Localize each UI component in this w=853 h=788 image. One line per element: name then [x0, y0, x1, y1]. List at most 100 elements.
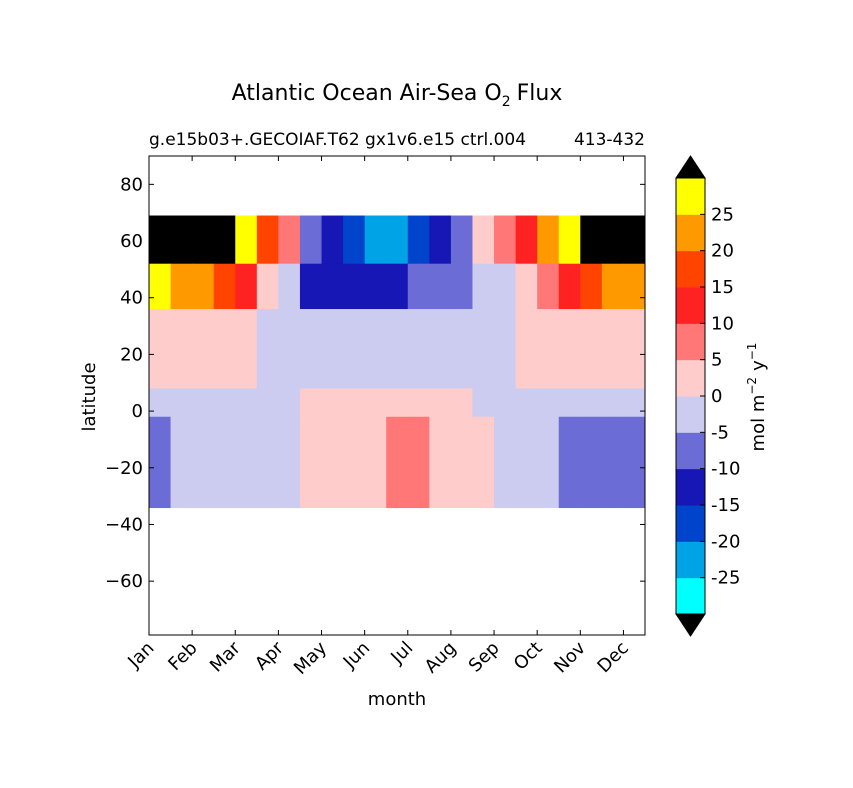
- field-cell-equator: [494, 388, 517, 418]
- colorbar-segment: [676, 178, 705, 215]
- field-cell-north-mid-lat: [364, 263, 387, 310]
- colorbar-tick-label: 0: [711, 386, 722, 407]
- colorbar-segment: [676, 250, 705, 288]
- field-cell-south-tropics: [149, 416, 172, 509]
- field-cell-north-high-lat: [170, 215, 193, 265]
- colorbar-segment: [676, 359, 705, 397]
- colorbar-segment: [676, 214, 705, 252]
- field-cell-south-tropics: [623, 416, 645, 509]
- field-cell-subtropical-north: [450, 309, 474, 390]
- colorbar-segment: [676, 577, 705, 615]
- field-cell-north-mid-lat: [580, 263, 603, 310]
- chart-subtitle-left: g.e15b03+.GECOIAF.T62 gx1v6.e15 ctrl.004: [149, 130, 526, 150]
- field-cell-north-high-lat: [580, 215, 603, 265]
- field-cell-north-high-lat: [299, 215, 323, 265]
- field-cell-south-tropics: [213, 416, 236, 509]
- field-cell-subtropical-north: [149, 309, 172, 390]
- field-cell-south-tropics: [278, 416, 301, 509]
- field-cell-north-high-lat: [407, 215, 430, 265]
- field-cell-subtropical-north: [580, 309, 603, 390]
- field-cell-north-mid-lat: [386, 263, 409, 310]
- field-cell-north-high-lat: [364, 215, 387, 265]
- field-cell-north-mid-lat: [192, 263, 215, 310]
- plot-frame: [148, 155, 646, 636]
- y-tick-label: 40: [120, 288, 143, 309]
- field-cell-equator: [149, 388, 172, 418]
- field-cell-north-mid-lat: [235, 263, 258, 310]
- field-cell-south-tropics: [450, 416, 474, 509]
- field-cell-north-mid-lat: [343, 263, 366, 310]
- field-cell-north-mid-lat: [601, 263, 625, 310]
- colorbar-segment: [676, 396, 705, 433]
- field-cell-south-tropics: [386, 416, 409, 509]
- field-cell-south-tropics: [299, 416, 323, 509]
- field-cell-equator: [386, 388, 409, 418]
- x-tick-label: Feb: [164, 638, 201, 675]
- y-axis: 80 60 40 20 0 −20 −40 −60: [105, 174, 645, 592]
- field-cell-north-high-lat: [494, 215, 517, 265]
- field-cell-north-high-lat: [386, 215, 409, 265]
- field-cell-south-tropics: [429, 416, 452, 509]
- field-cell-north-mid-lat: [278, 263, 301, 310]
- field-cell-equator: [170, 388, 193, 418]
- field-cell-north-mid-lat: [450, 263, 474, 310]
- colorbar-segment: [676, 505, 705, 542]
- field-cell-equator: [321, 388, 344, 418]
- y-tick-label: −20: [105, 458, 143, 479]
- field-cell-south-tropics: [343, 416, 366, 509]
- field-cell-subtropical-north: [192, 309, 215, 390]
- y-tick-label: 60: [120, 231, 143, 252]
- x-axis-label: month: [368, 689, 426, 710]
- colorbar: -25 -20 -15 -10 -5 0 5 10 15 20 25: [675, 155, 740, 637]
- field-cell-south-tropics: [601, 416, 625, 509]
- field-cell-subtropical-north: [537, 309, 560, 390]
- field-cell-north-mid-lat: [515, 263, 538, 310]
- y-tick-label: −40: [105, 514, 143, 535]
- field-cell-subtropical-north: [170, 309, 193, 390]
- field-cell-north-high-lat: [450, 215, 474, 265]
- field-cell-equator: [558, 388, 581, 418]
- field-cell-equator: [299, 388, 323, 418]
- field-cell-north-high-lat: [343, 215, 366, 265]
- colorbar-tick-label: -20: [711, 531, 740, 552]
- field-cell-subtropical-north: [256, 309, 279, 390]
- field-cell-north-high-lat: [537, 215, 560, 265]
- contour-field: [149, 215, 645, 509]
- x-tick-label: Sep: [465, 638, 504, 677]
- colorbar-extend-low: [675, 613, 706, 637]
- field-cell-north-high-lat: [558, 215, 581, 265]
- field-cell-subtropical-north: [235, 309, 258, 390]
- colorbar-segment: [676, 541, 705, 579]
- field-cell-equator: [450, 388, 474, 418]
- field-cell-subtropical-north: [386, 309, 409, 390]
- x-tick-label: Jul: [386, 638, 417, 669]
- field-cell-subtropical-north: [515, 309, 538, 390]
- colorbar-tick-label: 15: [711, 277, 734, 298]
- colorbar-segment: [676, 432, 705, 470]
- field-cell-equator: [343, 388, 366, 418]
- field-cell-south-tropics: [558, 416, 581, 509]
- field-cell-south-tropics: [321, 416, 344, 509]
- field-cell-south-tropics: [472, 416, 495, 509]
- field-cell-north-mid-lat: [537, 263, 560, 310]
- field-cell-subtropical-north: [558, 309, 581, 390]
- field-cell-subtropical-north: [601, 309, 625, 390]
- field-cell-north-high-lat: [213, 215, 236, 265]
- field-cell-north-mid-lat: [623, 263, 645, 310]
- field-cell-equator: [256, 388, 279, 418]
- colorbar-tick-label: -15: [711, 495, 740, 516]
- field-cell-north-mid-lat: [558, 263, 581, 310]
- field-cell-north-mid-lat: [256, 263, 279, 310]
- field-cell-south-tropics: [256, 416, 279, 509]
- y-tick-label: 80: [120, 174, 143, 195]
- x-tick-label: Aug: [421, 638, 461, 678]
- x-tick-label: Mar: [206, 637, 245, 676]
- field-cell-north-high-lat: [601, 215, 625, 265]
- field-cell-equator: [364, 388, 387, 418]
- x-tick-label: Nov: [550, 637, 590, 677]
- field-cell-subtropical-north: [407, 309, 430, 390]
- field-cell-north-mid-lat: [407, 263, 430, 310]
- field-cell-equator: [235, 388, 258, 418]
- field-cell-subtropical-north: [343, 309, 366, 390]
